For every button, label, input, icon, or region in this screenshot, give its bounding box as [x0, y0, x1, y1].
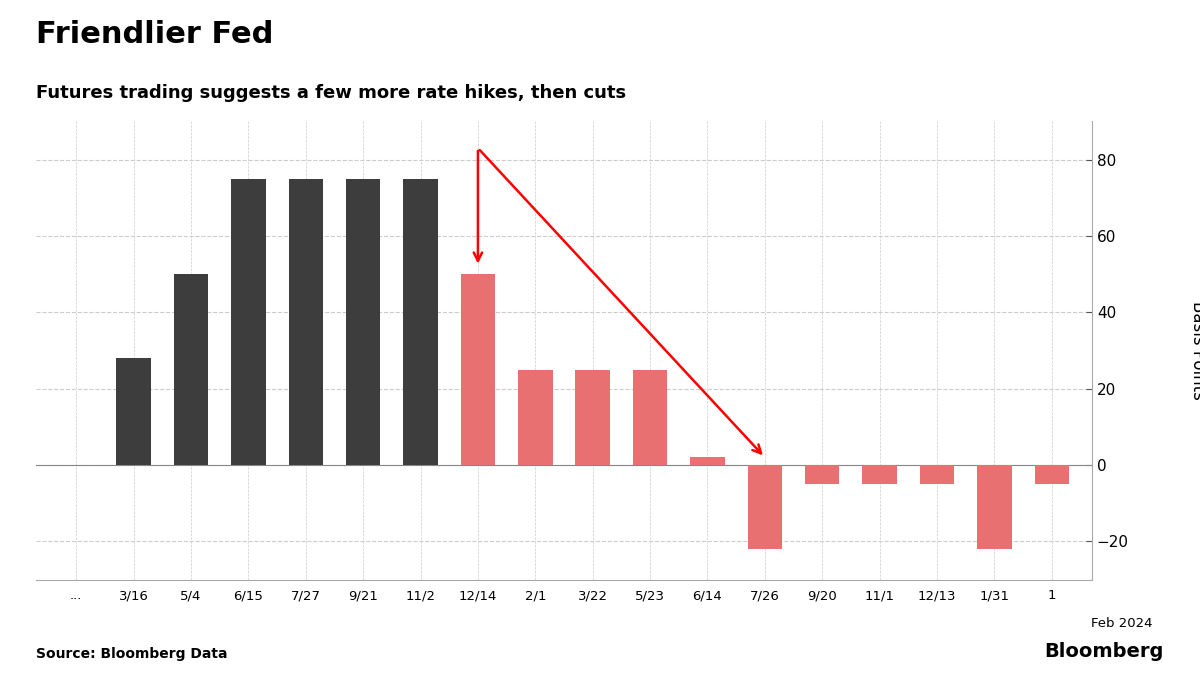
Text: Bloomberg: Bloomberg — [1045, 642, 1164, 661]
Bar — [576, 369, 610, 465]
Bar — [116, 358, 151, 465]
Bar — [805, 465, 840, 484]
Bar — [518, 369, 552, 465]
Bar — [863, 465, 896, 484]
Bar — [346, 179, 380, 465]
Bar — [403, 179, 438, 465]
Bar — [690, 458, 725, 465]
Bar — [632, 369, 667, 465]
Text: Feb 2024: Feb 2024 — [1091, 617, 1153, 630]
Text: Futures trading suggests a few more rate hikes, then cuts: Futures trading suggests a few more rate… — [36, 84, 626, 102]
Bar — [920, 465, 954, 484]
Bar — [232, 179, 265, 465]
Bar — [1034, 465, 1069, 484]
Bar — [461, 274, 496, 465]
Text: Friendlier Fed: Friendlier Fed — [36, 20, 274, 49]
Bar — [174, 274, 208, 465]
Bar — [977, 465, 1012, 549]
Bar — [748, 465, 782, 549]
Bar — [288, 179, 323, 465]
Y-axis label: Basis Points: Basis Points — [1189, 301, 1200, 400]
Text: Source: Bloomberg Data: Source: Bloomberg Data — [36, 646, 228, 661]
